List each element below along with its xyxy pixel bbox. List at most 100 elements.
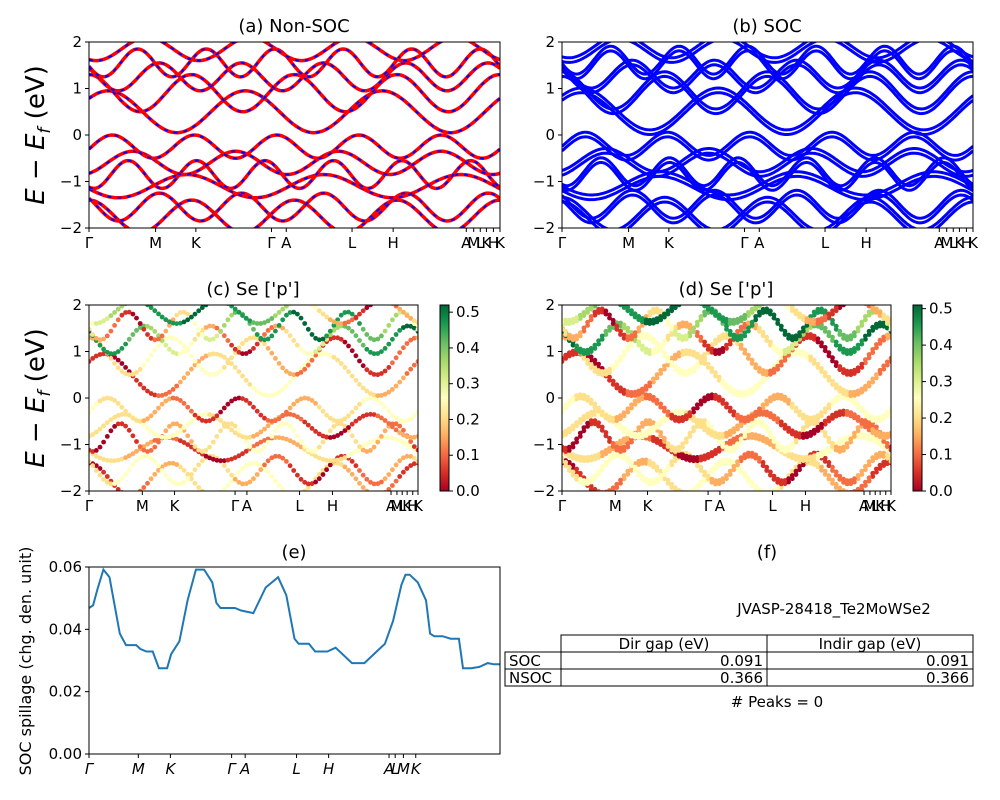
panel-d-point <box>577 457 583 463</box>
panel-b-ytick-label: 0 <box>545 126 555 144</box>
panel-d-point <box>672 455 678 460</box>
panel-d-point <box>888 444 891 450</box>
panel-d-point <box>588 409 594 415</box>
panel-d-point <box>782 426 788 431</box>
panel-d-point <box>764 427 770 433</box>
panel-d-point <box>570 466 576 471</box>
panel-d-point <box>870 423 876 429</box>
panel-d-point <box>757 305 762 309</box>
panel-d-point <box>574 393 579 398</box>
panel-d-point <box>570 469 576 475</box>
panel-c-point <box>196 447 202 453</box>
panel-d-point <box>662 366 667 372</box>
panel-d-point <box>577 312 583 318</box>
panel-b-ytick-label: 2 <box>545 33 555 51</box>
panel-d-point <box>654 316 660 321</box>
panel-d-point <box>833 339 839 345</box>
panel-d-point <box>669 412 675 418</box>
panel-c-point <box>229 421 235 427</box>
panel-d-point <box>768 439 773 444</box>
panel-d-point <box>691 486 696 491</box>
panel-c-point <box>368 370 373 376</box>
panel-c-point <box>408 366 414 372</box>
panel-c-point <box>254 449 260 454</box>
panel-c-point <box>265 423 271 429</box>
panel-d-point <box>599 336 605 342</box>
panel-d-point <box>662 338 667 344</box>
panel-d-point <box>830 416 835 421</box>
panel-c-point <box>123 492 128 497</box>
panel-d-point <box>614 362 620 368</box>
panel-e-xtick-label: K <box>165 760 176 778</box>
panel-a-xtick-label: A <box>281 234 292 252</box>
panel-c-point <box>346 425 351 430</box>
panel-d-point <box>570 352 576 357</box>
panel-d-point <box>830 317 835 323</box>
panel-d-point <box>819 306 824 312</box>
panel-d-point <box>709 349 715 355</box>
panel-d-point <box>830 401 835 407</box>
panel-d-point <box>702 418 707 423</box>
panel-d-point <box>614 323 620 329</box>
panel-c-point <box>119 476 125 482</box>
panel-d-point <box>676 350 682 356</box>
panel-c-point <box>258 412 264 418</box>
panel-d-point <box>705 361 711 367</box>
panel-d-point <box>778 396 784 401</box>
panel-d-point <box>735 466 740 471</box>
panel-d-point <box>841 491 846 496</box>
panel-c-point <box>390 336 395 342</box>
panel-c-point <box>232 430 238 436</box>
panel-d-point <box>822 345 828 350</box>
panel-d-point <box>680 320 685 326</box>
panel-d-point <box>702 478 707 484</box>
panel-d-point <box>662 435 667 441</box>
panel-c-point <box>284 383 289 389</box>
panel-c-point <box>192 336 198 342</box>
panel-d-point <box>797 311 802 317</box>
panel-c-point <box>247 318 253 324</box>
panel-d-point <box>643 314 649 319</box>
panel-c-point <box>338 418 344 424</box>
panel-c-point <box>382 476 388 482</box>
panel-c-point <box>232 346 238 352</box>
panel-c-point <box>342 455 348 460</box>
panel-c-point <box>262 444 267 450</box>
panel-d-point <box>859 468 865 474</box>
panel-c-point <box>236 309 242 315</box>
panel-c-point <box>115 487 121 491</box>
panel-c-point <box>382 391 388 397</box>
panel-d-point <box>625 409 631 415</box>
panel-d-point <box>724 404 729 410</box>
panel-c-point <box>353 405 359 411</box>
panel-d-point <box>830 398 835 404</box>
panel-d-point <box>724 460 729 466</box>
panel-d-point <box>757 329 762 334</box>
panel-d-point <box>804 458 810 464</box>
panel-c-point <box>298 396 304 402</box>
panel-a-band-blue-dashed <box>89 47 500 78</box>
panel-d-point <box>683 348 689 353</box>
panel-d-point <box>844 438 850 443</box>
panel-d-point <box>855 325 861 331</box>
panel-d-point <box>621 322 627 328</box>
panel-c-point <box>408 444 414 450</box>
panel-c-point <box>302 299 307 304</box>
panel-c-point <box>126 309 132 315</box>
panel-d-point <box>566 453 572 459</box>
panel-d-point <box>651 339 656 345</box>
panel-c-point <box>287 463 293 469</box>
panel-c-point <box>371 351 377 357</box>
panel-d-point <box>731 426 737 432</box>
panel-d-point <box>822 430 828 435</box>
panel-c-point <box>397 438 403 444</box>
panel-d-point <box>662 363 667 369</box>
panel-d-point <box>848 393 854 399</box>
panel-d-point <box>808 429 813 435</box>
panel-e-xtick-label: Γ <box>85 760 95 778</box>
panel-d-point <box>683 413 689 418</box>
table-row-soc-indir: 0.091 <box>926 652 969 670</box>
panel-d-point <box>775 359 781 365</box>
panel-d-point <box>811 333 817 339</box>
panel-d-point <box>607 455 612 460</box>
